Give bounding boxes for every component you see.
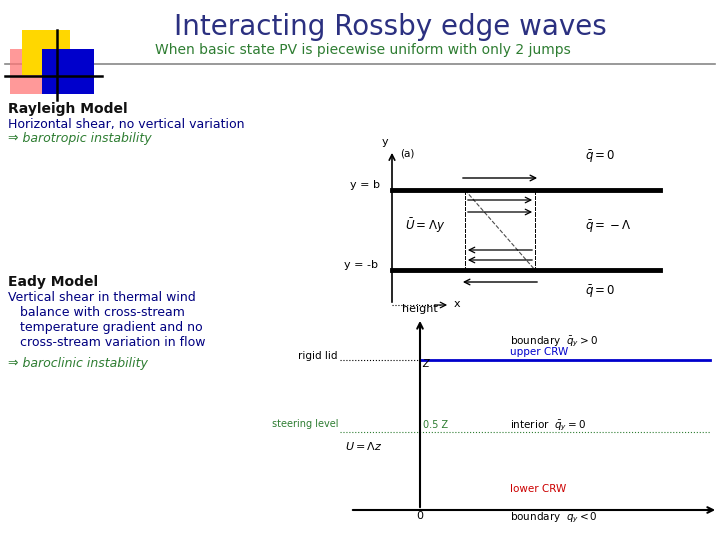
Text: x: x xyxy=(454,299,461,309)
Text: When basic state PV is piecewise uniform with only 2 jumps: When basic state PV is piecewise uniform… xyxy=(155,43,571,57)
Text: $\bar{q} = 0$: $\bar{q} = 0$ xyxy=(585,148,616,165)
Text: boundary  $q_y < 0$: boundary $q_y < 0$ xyxy=(510,510,598,525)
Text: upper CRW: upper CRW xyxy=(510,347,568,357)
Text: Interacting Rossby edge waves: Interacting Rossby edge waves xyxy=(174,13,606,41)
Text: Z: Z xyxy=(422,359,428,369)
Text: cross-stream variation in flow: cross-stream variation in flow xyxy=(8,336,205,349)
Text: ⇒ baroclinic instability: ⇒ baroclinic instability xyxy=(8,357,148,370)
Text: Vertical shear in thermal wind: Vertical shear in thermal wind xyxy=(8,291,196,304)
Text: $U=\Lambda z$: $U=\Lambda z$ xyxy=(345,440,382,452)
Text: y = -b: y = -b xyxy=(344,260,378,270)
Text: steering level: steering level xyxy=(271,419,338,429)
Text: balance with cross-stream: balance with cross-stream xyxy=(8,306,185,319)
Text: (a): (a) xyxy=(400,149,415,159)
Bar xyxy=(42,49,94,94)
Text: $\bar{U} = \Lambda y$: $\bar{U} = \Lambda y$ xyxy=(405,217,445,235)
Bar xyxy=(10,49,58,94)
Text: $\bar{q} = 0$: $\bar{q} = 0$ xyxy=(585,284,616,300)
Text: boundary  $\bar{q}_y > 0$: boundary $\bar{q}_y > 0$ xyxy=(510,334,598,349)
Text: height: height xyxy=(402,304,438,314)
Text: y = b: y = b xyxy=(350,180,380,190)
Bar xyxy=(22,30,70,75)
Text: $\bar{q} = -\Lambda$: $\bar{q} = -\Lambda$ xyxy=(585,219,631,235)
Text: rigid lid: rigid lid xyxy=(299,351,338,361)
Text: Horizontal shear, no vertical variation: Horizontal shear, no vertical variation xyxy=(8,118,245,131)
Text: ⇒ barotropic instability: ⇒ barotropic instability xyxy=(8,132,152,145)
Text: y: y xyxy=(382,137,388,147)
Text: interior  $\bar{q}_y = 0$: interior $\bar{q}_y = 0$ xyxy=(510,418,586,433)
Text: lower CRW: lower CRW xyxy=(510,484,566,494)
Text: Rayleigh Model: Rayleigh Model xyxy=(8,102,127,116)
Text: 0: 0 xyxy=(416,511,423,521)
Text: Eady Model: Eady Model xyxy=(8,275,98,289)
Text: temperature gradient and no: temperature gradient and no xyxy=(8,321,202,334)
Text: 0.5 Z: 0.5 Z xyxy=(423,420,448,430)
